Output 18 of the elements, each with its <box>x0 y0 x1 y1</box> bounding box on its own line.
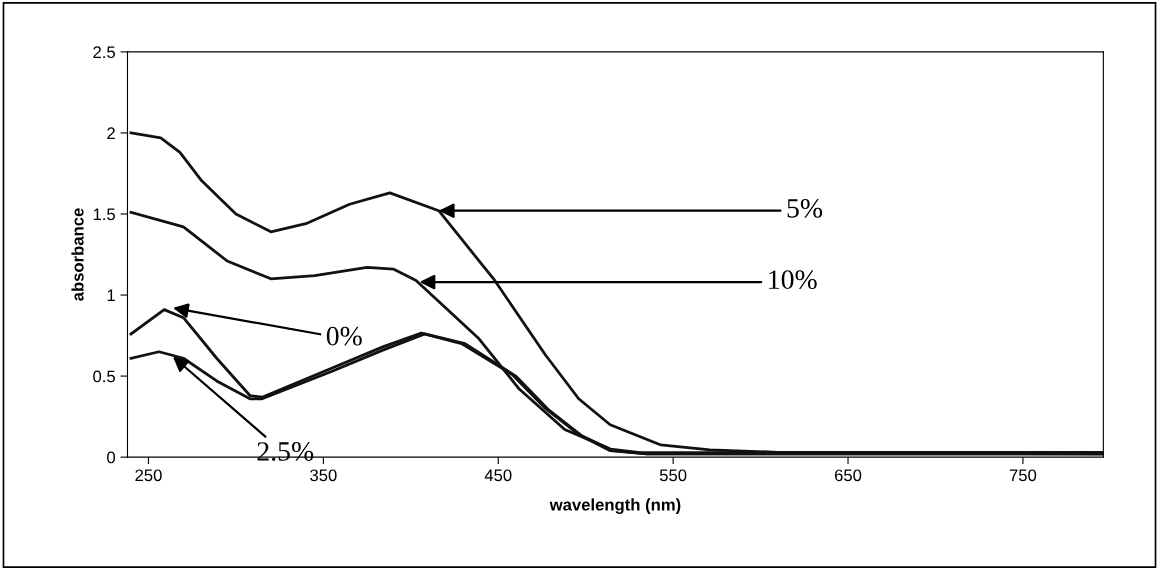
x-axis-title: wavelength (nm) <box>549 498 681 514</box>
y-tick-label: 2 <box>107 127 115 139</box>
y-tick-label: 1 <box>107 289 115 302</box>
y-axis-title: absorbance <box>71 208 84 301</box>
x-tick-label: 550 <box>659 469 687 482</box>
x-tick-label: 250 <box>135 469 162 482</box>
x-tick-label: 450 <box>484 469 512 482</box>
x-tick-label: 650 <box>834 469 862 482</box>
y-tick-label: 0.5 <box>93 370 115 383</box>
x-tick-label: 750 <box>1009 469 1037 482</box>
y-tick-label: 0 <box>107 451 116 464</box>
annotation: 5% <box>787 198 823 218</box>
annotation: 10% <box>769 270 817 290</box>
y-tick-label: 1.5 <box>93 208 115 221</box>
x-tick-label: 350 <box>310 469 337 482</box>
annotation: 0% <box>326 326 362 346</box>
annotation: 2.5% <box>257 442 314 461</box>
y-tick-label: 2.5 <box>93 46 115 59</box>
